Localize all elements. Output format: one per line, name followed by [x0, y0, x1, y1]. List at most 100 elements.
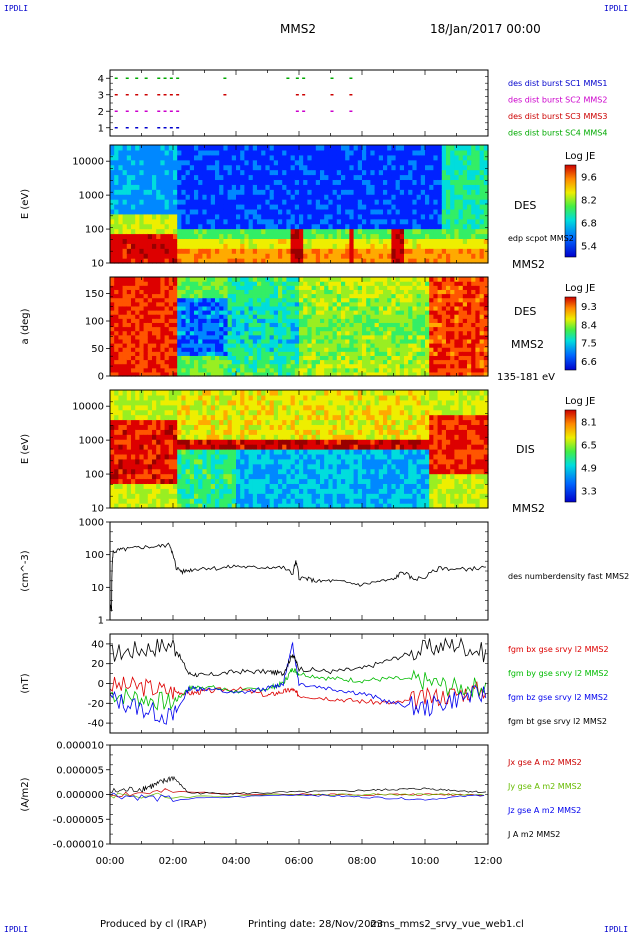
des-energy-panel-cell: [311, 238, 317, 244]
dis-energy-panel-cell: [152, 390, 157, 396]
des-pitch-panel-cell: [437, 355, 443, 361]
des-energy-panel-cell: [219, 145, 224, 151]
des-energy-panel-cell: [341, 169, 346, 176]
dis-energy-panel-cell: [118, 468, 124, 475]
des-energy-panel-cell: [429, 248, 434, 254]
des-pitch-panel-cell: [164, 355, 170, 361]
des-pitch-panel-cell: [290, 326, 296, 332]
des-energy-panel-cell: [429, 145, 434, 151]
des-pitch-panel-cell: [324, 281, 329, 286]
des-pitch-panel-cell: [378, 281, 384, 286]
des-energy-panel-cell: [467, 164, 472, 171]
dis-energy-panel-cell: [126, 449, 132, 455]
des-pitch-panel-cell: [152, 310, 157, 315]
des-energy-panel-cell: [152, 238, 157, 244]
des-pitch-panel-cell: [147, 305, 153, 311]
des-pitch-panel-cell: [143, 289, 149, 295]
des-energy-panel-cell: [257, 218, 262, 225]
des-pitch-panel-cell: [450, 359, 455, 365]
des-energy-panel-cell: [206, 218, 212, 225]
des-energy-panel-cell: [135, 149, 140, 156]
des-pitch-panel-cell: [147, 347, 153, 352]
des-energy-panel-cell: [479, 159, 485, 166]
des-pitch-panel-cell: [219, 347, 224, 352]
des-energy-panel-cell: [131, 159, 136, 166]
des-pitch-panel-cell: [475, 347, 481, 352]
des-pitch-panel-cell: [437, 330, 443, 336]
des-pitch-panel-cell: [223, 277, 229, 282]
des-energy-panel-cell: [420, 238, 426, 244]
des-energy-panel-cell: [135, 179, 140, 185]
des-energy-panel-cell: [332, 213, 338, 220]
des-pitch-panel-cell: [219, 367, 224, 373]
dis-energy-panel-cell: [185, 458, 191, 465]
des-pitch-panel-cell: [265, 322, 271, 328]
des-pitch-panel-cell: [273, 310, 279, 315]
des-pitch-panel-cell: [215, 322, 220, 328]
des-pitch-panel-cell: [131, 351, 136, 356]
des-pitch-panel-cell: [462, 359, 468, 365]
des-pitch-panel-cell: [315, 297, 321, 303]
des-pitch-panel-cell: [399, 314, 405, 319]
des-pitch-panel-cell: [408, 367, 413, 373]
des-energy-panel-cell: [475, 184, 481, 190]
des-pitch-panel-cell: [147, 310, 153, 315]
des-energy-panel-cell: [315, 164, 321, 171]
des-pitch-panel-cell: [173, 347, 178, 352]
dis-energy-panel-cell: [131, 473, 136, 480]
des-energy-panel-cell: [420, 184, 426, 190]
des-energy-panel-cell: [412, 233, 418, 240]
des-pitch-panel-cell: [458, 363, 464, 369]
dis-energy-panel-cell: [181, 439, 187, 445]
des-energy-panel-cell: [185, 208, 191, 215]
des-energy-panel-cell: [177, 243, 182, 249]
des-pitch-panel-cell: [357, 326, 363, 332]
des-pitch-panel-cell: [173, 330, 178, 336]
des-energy-panel-cell: [110, 145, 115, 151]
des-energy-panel-cell: [353, 248, 359, 254]
des-pitch-panel-cell: [429, 334, 434, 340]
des-energy-panel-cell: [114, 189, 119, 195]
des-pitch-panel-cell: [345, 351, 350, 356]
des-energy-panel-cell: [412, 204, 418, 210]
dis-energy-panel-cell: [139, 483, 145, 489]
des-pitch-panel-cell: [181, 318, 187, 323]
des-energy-panel-cell: [437, 159, 443, 166]
des-pitch-panel-cell: [282, 343, 287, 348]
des-pitch-panel-cell: [110, 277, 115, 282]
dis-energy-panel-cell: [152, 429, 157, 435]
des-pitch-panel-cell: [278, 281, 283, 286]
des-pitch-panel-cell: [332, 293, 338, 299]
des-pitch-panel-cell: [378, 289, 384, 295]
des-energy-panel-cell: [303, 218, 308, 225]
des-energy-panel-cell: [231, 238, 237, 244]
des-energy-panel-cell: [353, 149, 359, 156]
dis-energy-panel-cell: [131, 419, 136, 426]
des-pitch-panel-cell: [231, 305, 237, 311]
des-pitch-panel-cell: [420, 322, 426, 328]
des-pitch-panel-cell: [219, 371, 224, 377]
des-energy-panel-cell: [412, 174, 418, 181]
des-pitch-panel-cell: [118, 322, 124, 328]
des-energy-panel-cell: [378, 213, 384, 220]
des-pitch-panel-cell: [416, 297, 422, 303]
des-pitch-panel-cell: [290, 318, 296, 323]
des-energy-panel-cell: [122, 145, 128, 151]
des-pitch-panel-cell: [454, 293, 460, 299]
dis-energy-panel-cell: [223, 453, 229, 460]
des-energy-panel-cell: [366, 253, 371, 259]
des-energy-panel-cell: [181, 145, 187, 151]
dis-energy-panel-cell: [219, 429, 224, 435]
des-pitch-panel-cell: [215, 285, 220, 290]
des-pitch-panel-cell: [194, 310, 199, 315]
des-energy-panel-cell: [366, 238, 371, 244]
des-pitch-panel-cell: [383, 293, 388, 299]
des-pitch-panel-cell: [202, 305, 208, 311]
des-energy-panel-cell: [450, 164, 455, 171]
des-pitch-panel-cell: [433, 301, 439, 307]
des-pitch-panel-cell: [328, 347, 334, 352]
des-energy-panel-cell: [349, 194, 355, 200]
dis-energy-panel-cell: [194, 488, 199, 494]
des-pitch-panel-cell: [164, 330, 170, 336]
des-energy-panel-cell: [450, 218, 455, 225]
